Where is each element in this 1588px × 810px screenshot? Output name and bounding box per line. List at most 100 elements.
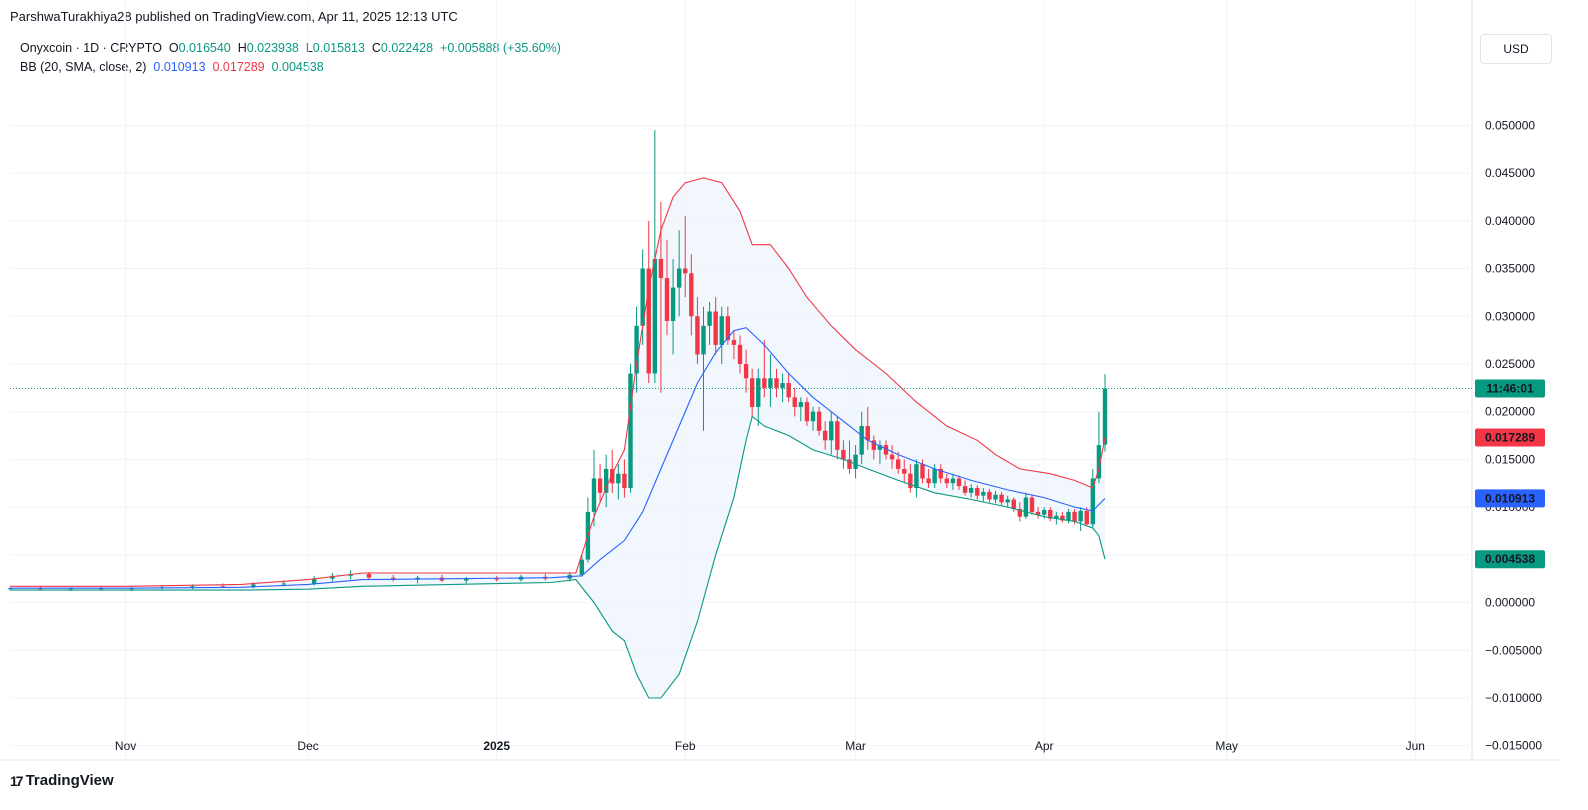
candle-body [968, 488, 974, 493]
candle-body [926, 478, 931, 484]
brand-name: TradingView [25, 772, 114, 789]
candle-body [1011, 499, 1016, 510]
candle-body [1084, 510, 1089, 525]
candle-body [311, 578, 317, 584]
bb-upper-value: 0.017289 [212, 60, 265, 74]
candle-body [646, 268, 651, 374]
y-tick-label: 0.030000 [1485, 309, 1535, 323]
candle-body [591, 478, 597, 512]
candle-body [908, 473, 913, 489]
candle-body [701, 325, 706, 355]
candle-body [695, 316, 700, 355]
x-tick-label: Dec [297, 739, 318, 753]
price-badge-bg [1475, 489, 1545, 508]
candle-body [610, 468, 615, 484]
candle-body [652, 259, 658, 374]
candle-body [920, 464, 925, 479]
candle-body [865, 426, 870, 441]
candle-body [835, 421, 840, 450]
candle-body [640, 268, 645, 326]
candle-body [993, 494, 998, 500]
candle-body [743, 363, 749, 379]
candle-body [895, 459, 901, 469]
candle-body [1005, 499, 1010, 503]
candle-body [1066, 511, 1071, 521]
candle-body [859, 426, 864, 455]
candle-body [1048, 509, 1053, 519]
candle-body [762, 378, 767, 388]
candle-body [622, 473, 627, 489]
candle-body [1096, 445, 1102, 479]
candle-body [628, 373, 633, 489]
candle-body [938, 468, 943, 479]
candle-body [603, 468, 609, 493]
candle-body [883, 445, 889, 455]
price-badge-label: 0.017289 [1485, 431, 1535, 445]
bb-row: BB (20, SMA, close, 2) 0.010913 0.017289… [20, 58, 561, 77]
tradingview-brand[interactable]: 17 TradingView [10, 772, 114, 789]
price-badge-bg [1475, 550, 1545, 569]
y-tick-label: 0.035000 [1485, 262, 1535, 276]
candle-body [1090, 478, 1096, 525]
price-badge-label: 0.010913 [1485, 491, 1535, 505]
time-badge-label: 11:46:01 [1486, 382, 1534, 396]
chart-legend: Onyxcoin · 1D · CRYPTO O0.016540 H0.0239… [20, 39, 561, 77]
candle-body [1102, 388, 1108, 445]
x-tick-label: 2025 [483, 739, 510, 753]
candle-body [847, 459, 852, 469]
candle-body [634, 325, 639, 374]
candle-body [725, 316, 731, 341]
candle-body [579, 559, 585, 575]
x-tick-label: Feb [675, 739, 696, 753]
candle-body [956, 478, 962, 487]
candle-body [914, 464, 919, 489]
y-tick-label: 0.000000 [1485, 596, 1535, 610]
publisher-caption: ParshwaTurakhiya28 published on TradingV… [10, 9, 458, 24]
close-value: 0.022428 [380, 41, 434, 55]
candle-body [932, 468, 937, 484]
candle-body [829, 421, 834, 441]
candle-body [804, 402, 810, 422]
candle-body [786, 383, 791, 398]
candle-body [281, 583, 286, 585]
candle-body [330, 575, 335, 579]
y-tick-label: 0.025000 [1485, 357, 1535, 371]
candle-body [366, 573, 372, 578]
close-label: C [371, 41, 381, 55]
bb-basis-value: 0.010913 [153, 60, 206, 74]
candle-body [616, 473, 621, 484]
candle-body [1078, 510, 1083, 522]
candle-body [1017, 509, 1023, 517]
candle-body [987, 491, 992, 500]
bb-indicator-label[interactable]: BB (20, SMA, close, 2) [20, 60, 147, 74]
price-badge-label: 0.004538 [1485, 552, 1535, 566]
candle-body [713, 311, 718, 345]
candle-body [774, 378, 779, 388]
candle-body [944, 478, 950, 484]
y-tick-label: −0.015000 [1485, 739, 1542, 753]
open-label: O [168, 41, 179, 55]
price-badge-bg [1475, 428, 1545, 447]
candle-body [962, 486, 968, 493]
candle-body [768, 378, 773, 388]
time-badge-bg [1475, 379, 1545, 398]
bb-lower-value: 0.004538 [271, 60, 324, 74]
symbol-label[interactable]: Onyxcoin · 1D · CRYPTO [20, 41, 162, 55]
candle-body [664, 278, 670, 322]
y-tick-label: 0.040000 [1485, 214, 1535, 228]
bb-upper-line [10, 177, 1106, 587]
candle-body [816, 411, 822, 431]
candle-body [981, 491, 986, 496]
candle-body [975, 488, 980, 496]
candle-body [737, 344, 743, 364]
candle-body [877, 445, 883, 450]
candle-body [1060, 515, 1065, 521]
candle-body [871, 440, 877, 450]
candle-body [749, 378, 755, 407]
bb-basis-line [10, 327, 1106, 589]
candle-body [792, 397, 797, 407]
currency-button[interactable]: USD [1480, 34, 1552, 64]
candle-body [707, 311, 712, 326]
candle-body [464, 578, 469, 581]
